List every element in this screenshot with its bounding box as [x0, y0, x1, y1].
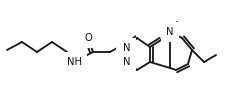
Text: O: O [84, 33, 92, 43]
Text: N: N [123, 57, 131, 67]
Text: NH: NH [66, 57, 82, 67]
Text: N: N [166, 27, 174, 37]
Text: S: S [121, 39, 127, 49]
Text: N: N [123, 43, 131, 53]
